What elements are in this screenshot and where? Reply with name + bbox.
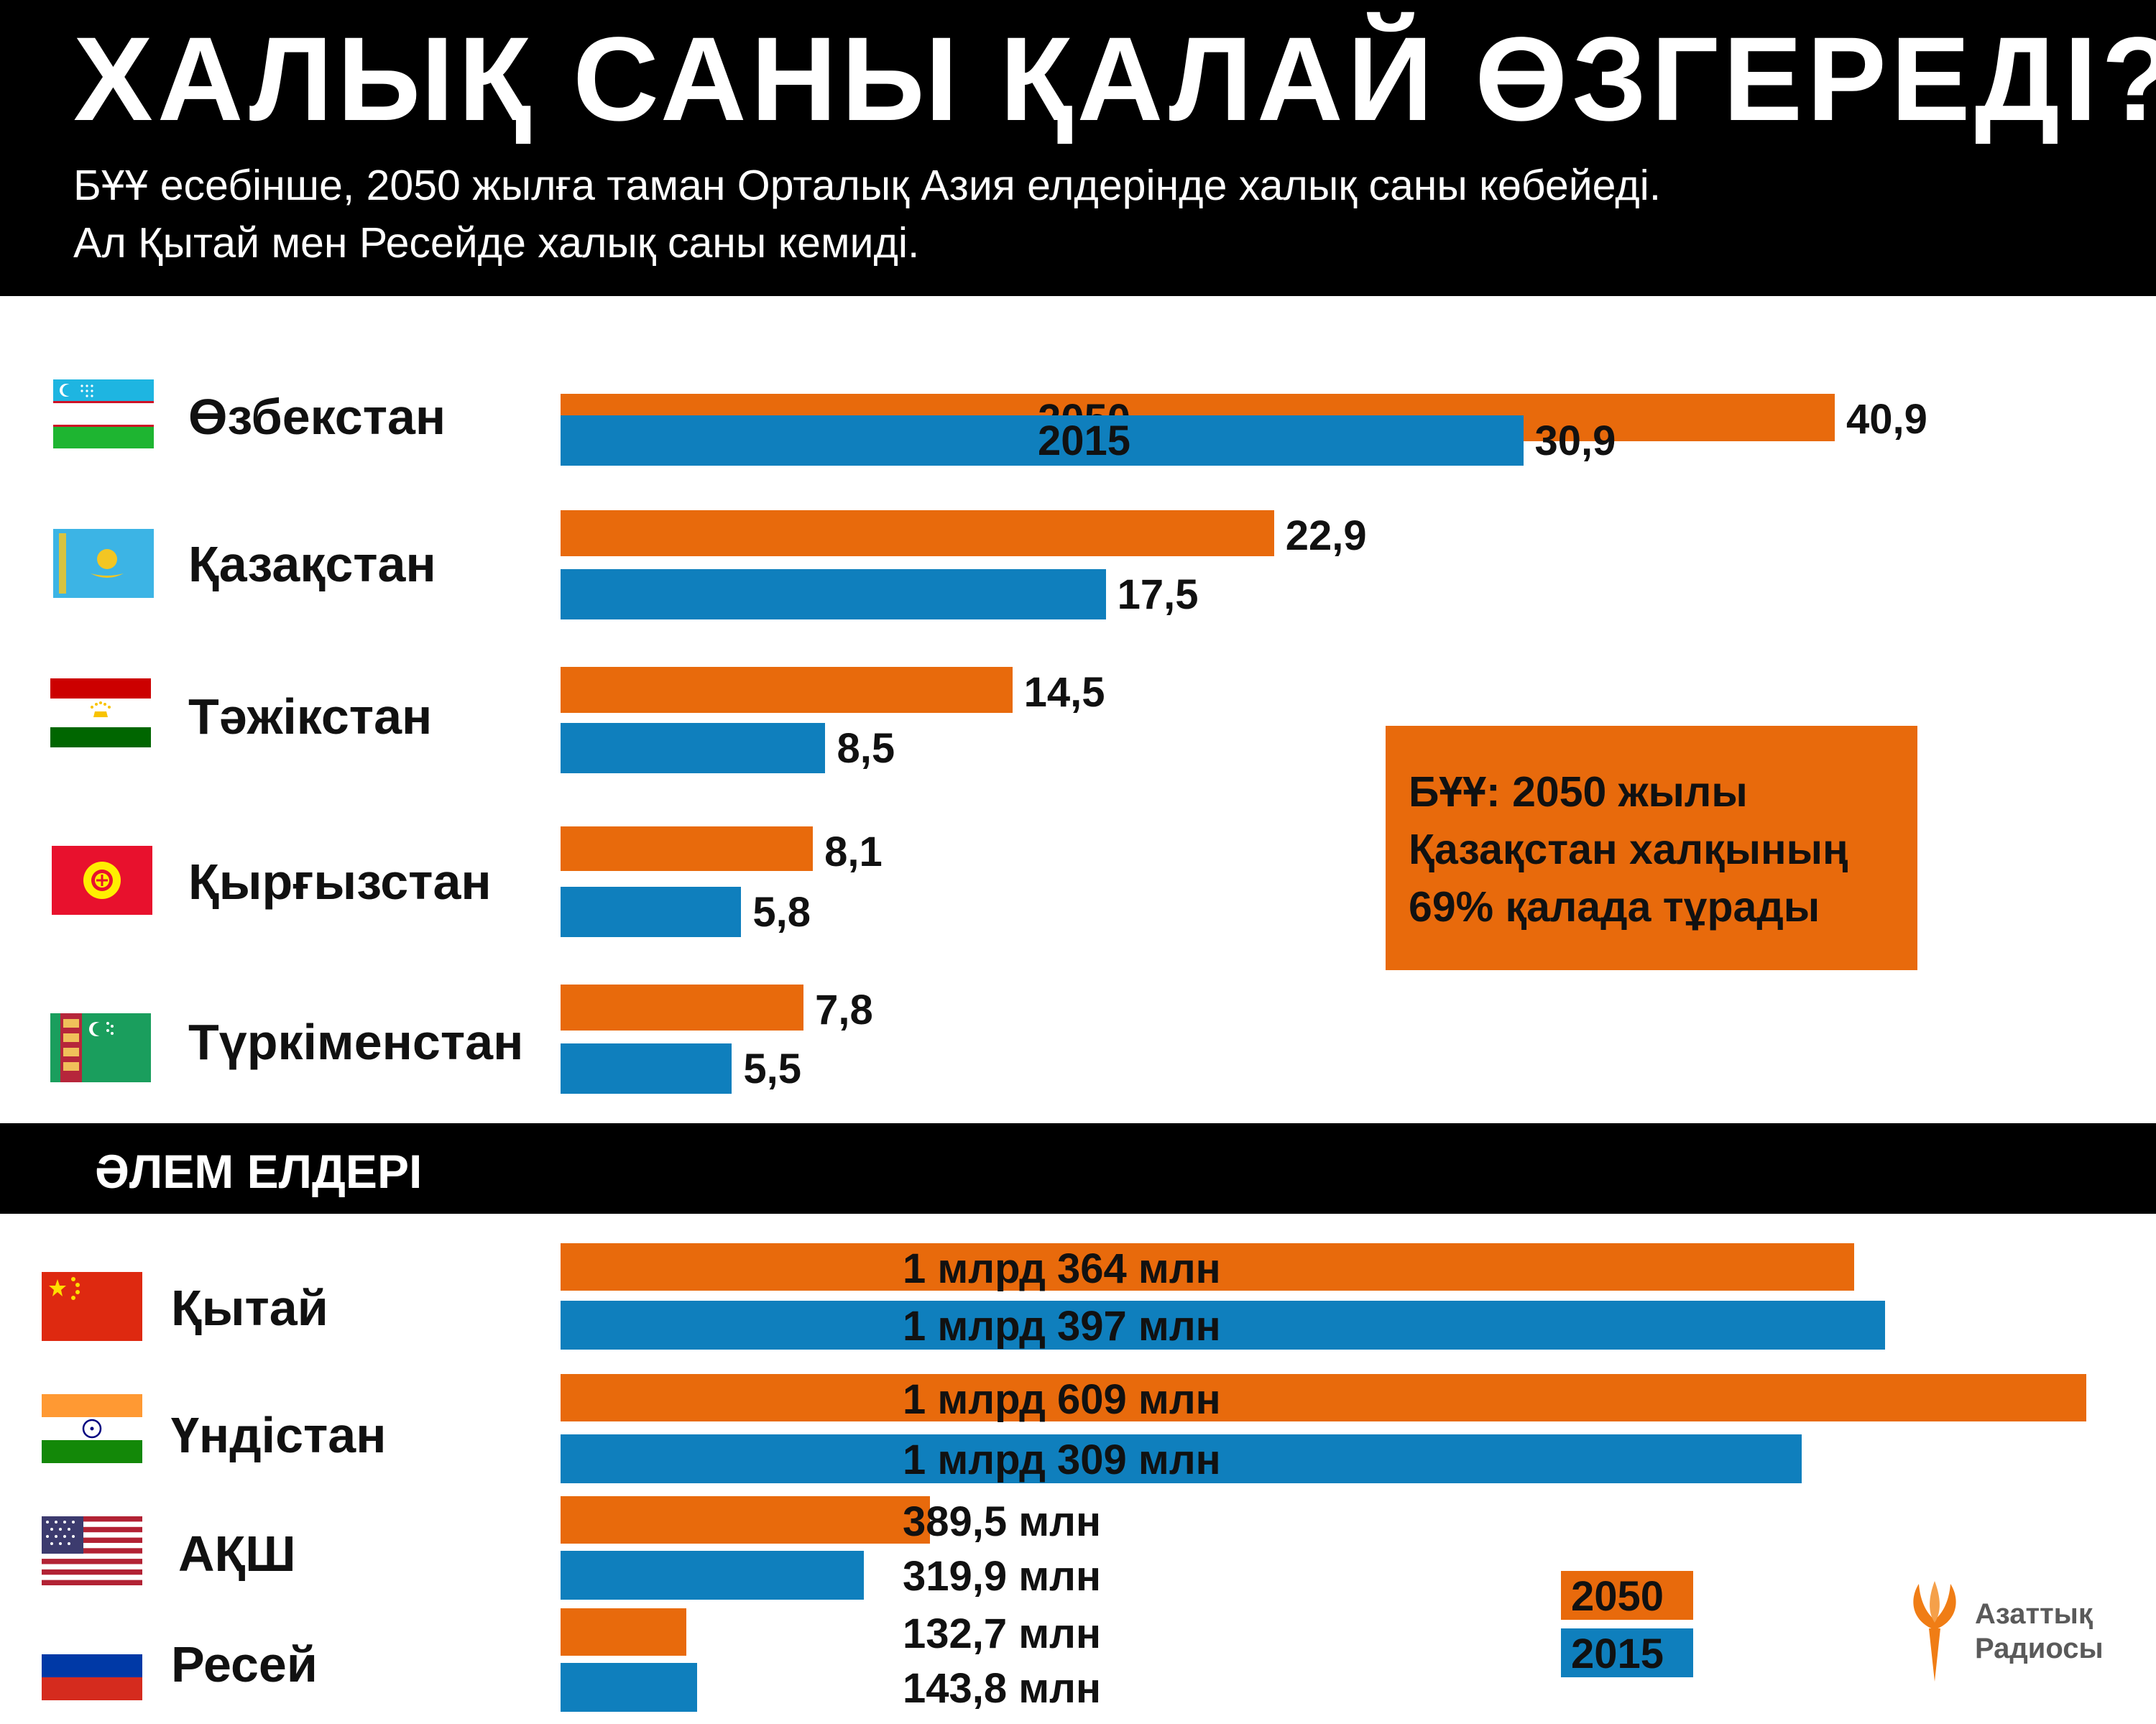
- bar-year-label-2015: 2015: [1038, 418, 1131, 464]
- country-label-tajikistan: Тәжікстан: [188, 688, 433, 745]
- bar-2015-1: [561, 569, 1106, 619]
- kazakhstan-flag-icon: [53, 529, 154, 598]
- note-line-1: БҰҰ: 2050 жылы: [1409, 768, 1748, 816]
- country-label-russia: Ресей: [171, 1636, 318, 1692]
- country-label-china: Қытай: [171, 1280, 328, 1336]
- bar-2015-0: [561, 415, 1524, 466]
- note-line-2: Қазақстан халқының: [1409, 826, 1848, 873]
- value-label-2050-1: 22,9: [1285, 512, 1367, 559]
- country-label-uzbekistan: Өзбекстан: [188, 389, 446, 445]
- world-bar-2050-2: [561, 1496, 930, 1544]
- value-label-2015-4: 5,5: [743, 1046, 802, 1092]
- bar-2015-2: [561, 723, 826, 773]
- logo-line-1: Азаттық: [1975, 1598, 2093, 1630]
- world-value-label-2050-0: 1 млрд 364 млн: [903, 1245, 1221, 1292]
- value-label-2050-2: 14,5: [1023, 669, 1105, 716]
- value-label-2050-0: 40,9: [1846, 396, 1927, 443]
- uzbekistan-flag-icon: [53, 379, 154, 448]
- country-label-kazakhstan: Қазақстан: [188, 536, 436, 592]
- azattyq-logo-icon: [1913, 1581, 1956, 1682]
- country-label-india: Үндістан: [171, 1407, 387, 1463]
- world-bar-2015-1: [561, 1434, 1802, 1483]
- bar-2050-3: [561, 826, 814, 871]
- china-flag-icon: [42, 1272, 142, 1341]
- country-label-usa: АҚШ: [178, 1526, 296, 1582]
- value-label-2015-2: 8,5: [837, 725, 895, 772]
- russia-flag-icon: [42, 1631, 142, 1700]
- world-value-label-2015-0: 1 млрд 397 млн: [903, 1303, 1221, 1350]
- world-bar-2050-0: [561, 1243, 1854, 1291]
- note-box: [1386, 726, 1917, 970]
- header-panel: [0, 0, 2156, 296]
- usa-flag-icon: [42, 1516, 142, 1585]
- logo-line-2: Радиосы: [1975, 1633, 2104, 1664]
- value-label-2015-3: 5,8: [752, 889, 811, 936]
- bar-2015-3: [561, 887, 742, 937]
- note-line-3: 69% қалада тұрады: [1409, 883, 1820, 931]
- bar-2050-4: [561, 985, 804, 1031]
- world-value-label-2015-2: 319,9 млн: [903, 1553, 1102, 1600]
- value-label-2015-0: 30,9: [1534, 418, 1616, 464]
- country-label-turkmenistan: Түркіменстан: [188, 1014, 524, 1070]
- world-value-label-2015-1: 1 млрд 309 млн: [903, 1437, 1221, 1483]
- bar-2015-4: [561, 1043, 732, 1094]
- page-title: ХАЛЫҚ САНЫ ҚАЛАЙ ӨЗГЕРЕДІ?: [73, 13, 2156, 146]
- world-bar-2015-3: [561, 1663, 697, 1712]
- turkmenistan-flag-icon: [50, 1013, 151, 1082]
- world-bar-2050-1: [561, 1374, 2086, 1421]
- world-bar-2050-3: [561, 1608, 687, 1656]
- value-label-2050-4: 7,8: [815, 987, 873, 1033]
- legend-swatch-2050: [1561, 1571, 1693, 1620]
- world-value-label-2015-3: 143,8 млн: [903, 1665, 1102, 1712]
- india-flag-icon: [42, 1394, 142, 1463]
- kyrgyzstan-flag-icon: [52, 846, 152, 915]
- world-value-label-2050-1: 1 млрд 609 млн: [903, 1376, 1221, 1423]
- legend-label-2015: 2015: [1571, 1631, 1664, 1677]
- value-label-2015-1: 17,5: [1117, 571, 1199, 618]
- tajikistan-flag-icon: [50, 678, 151, 747]
- bar-2050-2: [561, 667, 1013, 713]
- country-label-kyrgyzstan: Қырғызстан: [188, 854, 492, 910]
- legend-label-2050: 2050: [1571, 1573, 1664, 1620]
- bar-2050-1: [561, 510, 1274, 556]
- world-value-label-2050-3: 132,7 млн: [903, 1610, 1102, 1657]
- world-value-label-2050-2: 389,5 млн: [903, 1498, 1102, 1545]
- world-bar-2015-2: [561, 1551, 865, 1600]
- world-section-bar: [0, 1123, 2156, 1214]
- value-label-2050-3: 8,1: [824, 829, 883, 875]
- legend-swatch-2015: [1561, 1628, 1693, 1677]
- world-section-title: ӘЛЕМ ЕЛДЕРІ: [95, 1145, 423, 1198]
- world-bar-2015-0: [561, 1301, 1886, 1350]
- subtitle-line-1: БҰҰ есебінше, 2050 жылға таман Орталық А…: [73, 162, 1662, 209]
- subtitle-line-2: Ал Қытай мен Ресейде халық саны кемиді.: [73, 219, 920, 267]
